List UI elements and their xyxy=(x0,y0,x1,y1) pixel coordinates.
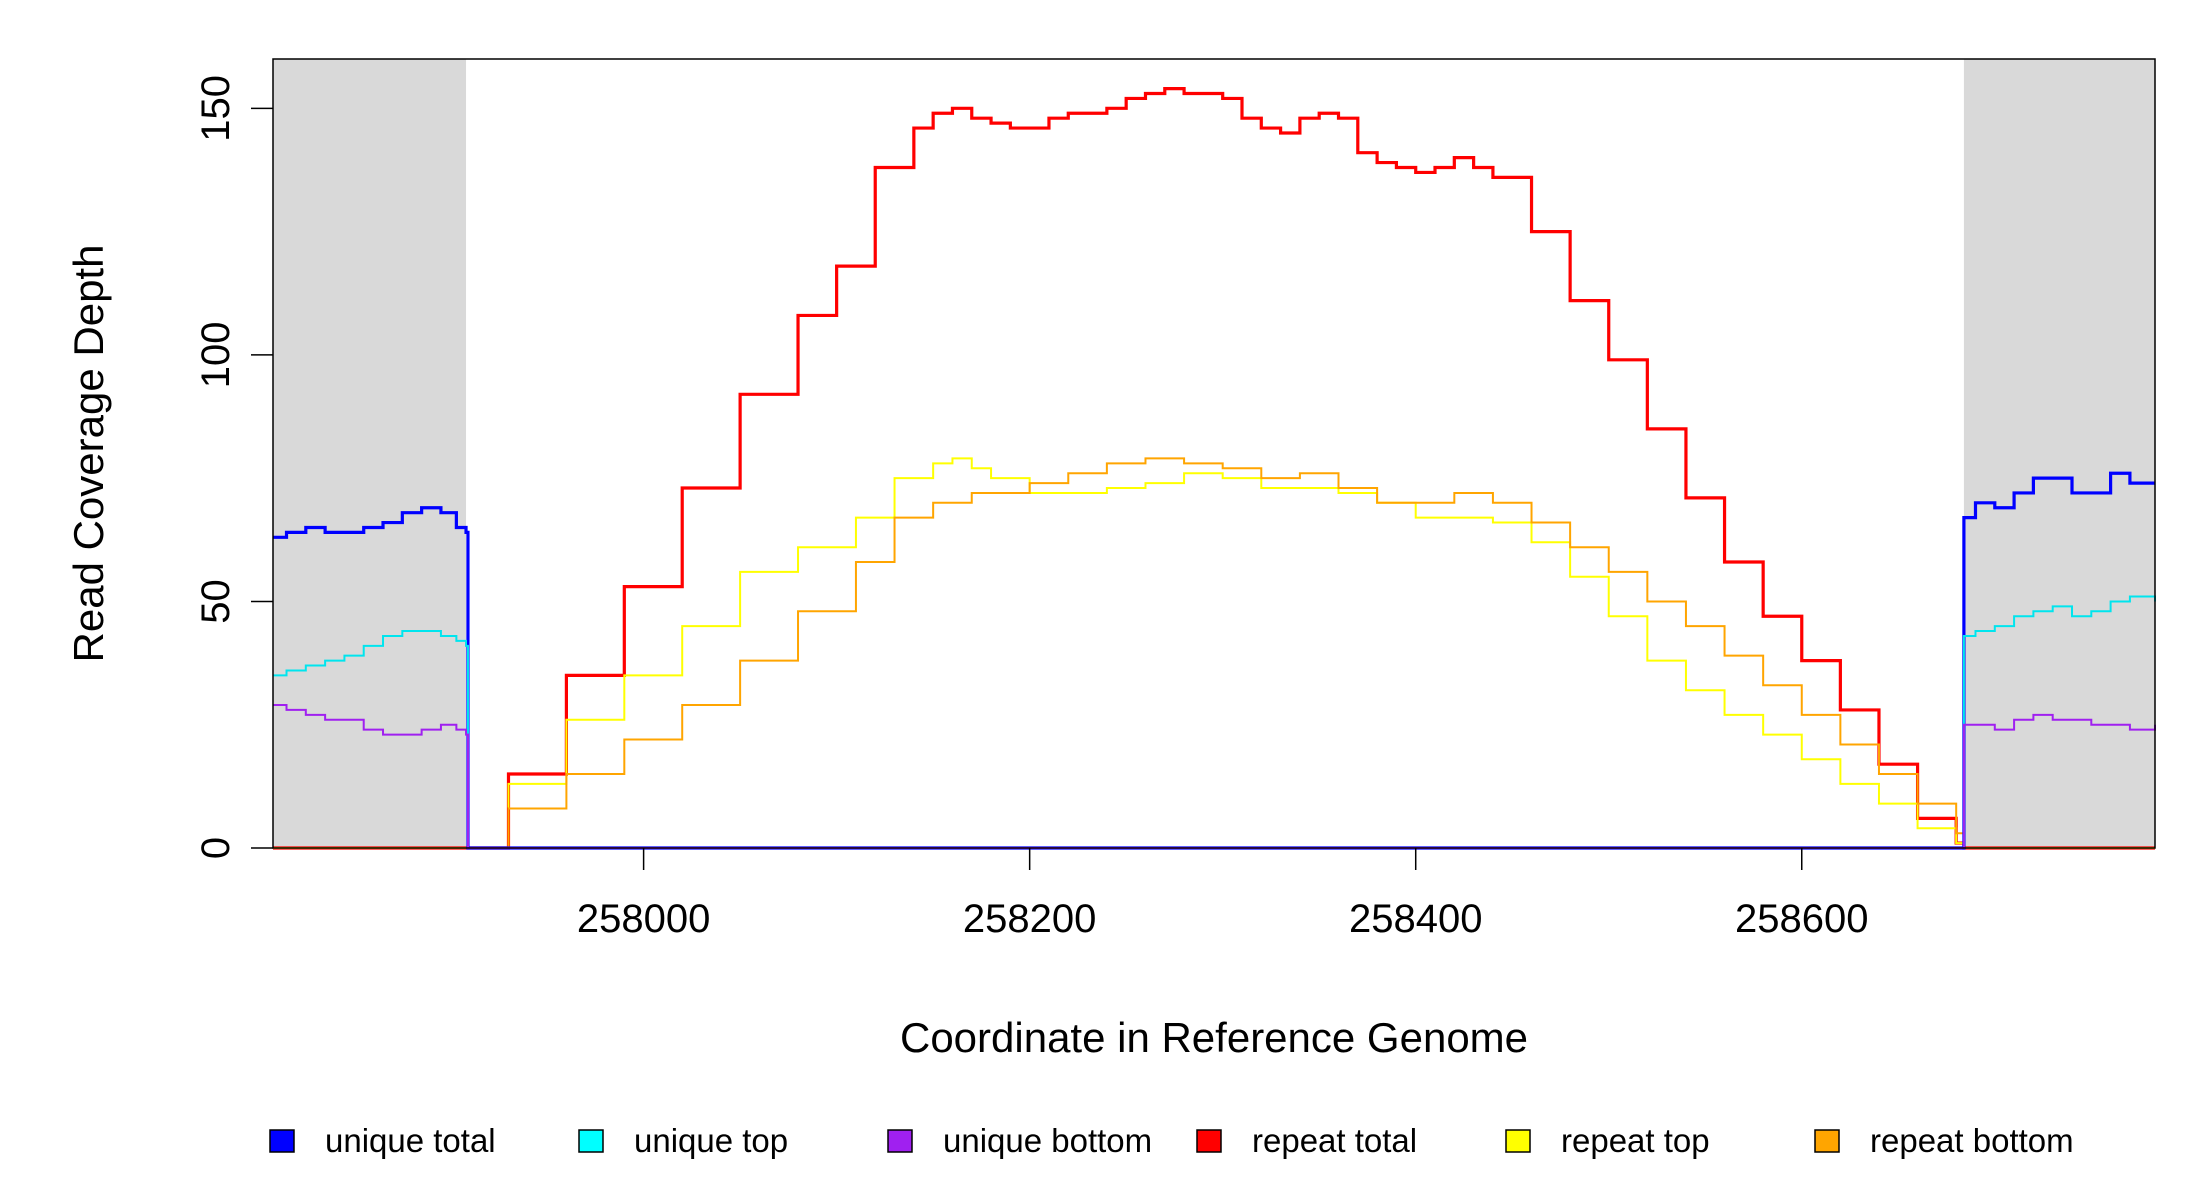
x-tick-label: 258000 xyxy=(577,897,710,941)
x-tick-label: 258400 xyxy=(1349,897,1482,941)
y-tick-label: 100 xyxy=(194,322,238,389)
y-tick-label: 150 xyxy=(194,75,238,142)
shaded-region-2 xyxy=(1963,59,2155,848)
legend-swatch-repeat-bottom xyxy=(1814,1129,1840,1153)
legend-label-unique-bottom: unique bottom xyxy=(943,1122,1152,1159)
series-unique-bottom xyxy=(273,703,2156,849)
y-axis: 0 50 100 150 xyxy=(194,75,273,859)
shaded-region-1 xyxy=(273,59,467,848)
legend-label-repeat-total: repeat total xyxy=(1252,1122,1417,1159)
y-axis-label: Read Coverage Depth xyxy=(65,245,112,663)
legend-swatch-unique-bottom xyxy=(887,1129,913,1153)
series-layer xyxy=(273,86,2156,850)
y-tick-label: 0 xyxy=(194,837,238,859)
legend-label-unique-total: unique total xyxy=(325,1122,496,1159)
legend-swatch-repeat-top xyxy=(1505,1129,1531,1153)
legend-swatch-unique-total xyxy=(269,1129,295,1153)
series-repeat-bottom xyxy=(273,457,2155,849)
x-axis-label: Coordinate in Reference Genome xyxy=(900,1014,1528,1061)
legend-swatch-unique-top xyxy=(578,1129,604,1153)
x-tick-label: 258600 xyxy=(1735,897,1868,941)
y-tick-label: 50 xyxy=(194,579,238,624)
series-repeat-top xyxy=(273,457,2155,849)
shaded-regions xyxy=(273,59,2155,848)
series-unique-top xyxy=(273,595,2156,849)
x-axis: 258000 258200 258400 258600 xyxy=(577,848,1869,941)
legend-swatch-repeat-total xyxy=(1196,1129,1222,1153)
legend-label-unique-top: unique top xyxy=(634,1122,788,1159)
legend-label-repeat-top: repeat top xyxy=(1561,1122,1710,1159)
legend: unique total unique top unique bottom repea… xyxy=(269,1122,2074,1159)
series-repeat-total xyxy=(273,86,2155,850)
series-unique-total xyxy=(273,471,2155,850)
plot-frame xyxy=(272,58,2156,849)
x-tick-label: 258200 xyxy=(963,897,1096,941)
legend-label-repeat-bottom: repeat bottom xyxy=(1870,1122,2074,1159)
